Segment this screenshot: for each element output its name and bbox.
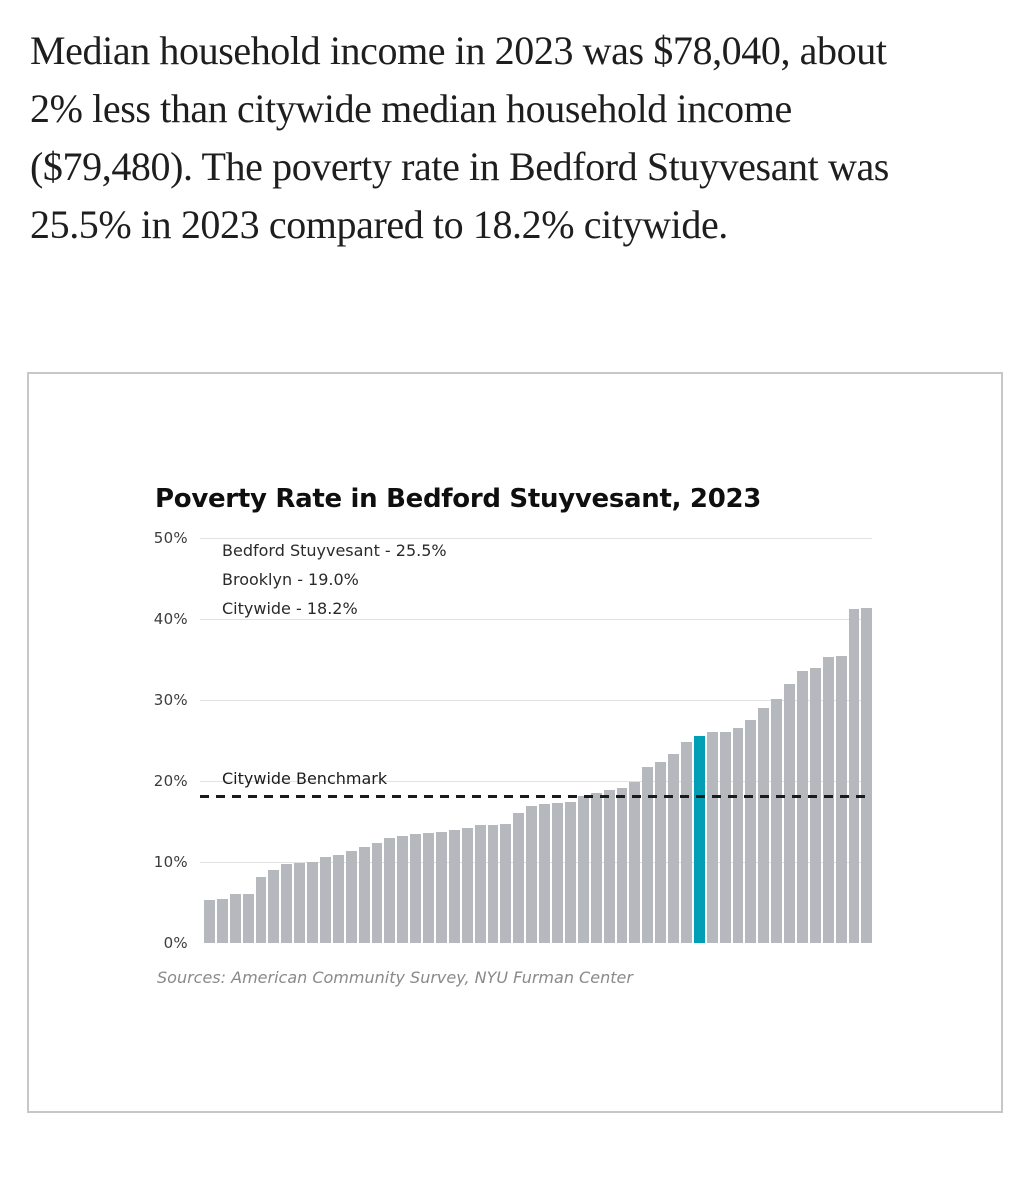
legend-entry-brooklyn: Brooklyn - 19.0%: [222, 570, 359, 589]
bar-neighborhood: [848, 609, 860, 943]
y-axis-label: 0%: [163, 934, 188, 952]
bar-neighborhood: [242, 894, 254, 943]
bar-neighborhood: [204, 900, 215, 943]
bar-neighborhood: [345, 851, 357, 943]
bar-neighborhood: [835, 656, 847, 943]
bar-neighborhood: [487, 825, 499, 943]
gridline-40pct: [200, 619, 872, 620]
bar-neighborhood: [655, 762, 667, 943]
intro-paragraph: Median household income in 2023 was $78,…: [30, 28, 889, 247]
bar-neighborhood: [796, 671, 808, 943]
legend-entry-bedford-stuyvesant: Bedford Stuyvesant - 25.5%: [222, 541, 447, 560]
bar-neighborhood: [410, 834, 422, 943]
bar-neighborhood: [358, 847, 370, 943]
bar-neighborhood: [771, 699, 783, 943]
bar-neighborhood: [255, 877, 267, 943]
y-axis-label: 10%: [153, 853, 188, 871]
gridline-20pct: [200, 781, 872, 782]
bar-neighborhood: [603, 790, 615, 943]
bar-neighborhood: [564, 802, 576, 943]
y-axis-label: 50%: [153, 529, 188, 547]
bar-neighborhood: [706, 732, 718, 943]
bar-neighborhood: [590, 793, 602, 943]
bar-neighborhood: [436, 832, 447, 943]
benchmark-label: Citywide Benchmark: [222, 769, 388, 788]
bar-neighborhood: [552, 803, 563, 943]
bar-neighborhood: [577, 796, 589, 943]
legend-entry-citywide: Citywide - 18.2%: [222, 599, 358, 618]
bar-neighborhood: [809, 668, 821, 943]
bar-neighborhood: [268, 870, 280, 943]
bar-neighborhood: [461, 828, 473, 943]
bar-neighborhood: [397, 836, 409, 943]
bar-neighborhood: [448, 830, 460, 943]
bar-neighborhood: [745, 720, 757, 943]
bar-neighborhood: [719, 732, 731, 943]
chart-plot-area: Citywide Benchmark Bedford Stuyvesant - …: [200, 538, 873, 943]
bar-neighborhood: [861, 608, 873, 943]
bar-neighborhood: [371, 843, 383, 943]
bar-neighborhood: [526, 806, 538, 943]
bar-neighborhood: [320, 857, 331, 943]
gridline-30pct: [200, 700, 872, 701]
bar-neighborhood: [758, 708, 770, 943]
bar-neighborhood: [784, 684, 795, 943]
bar-neighborhood: [307, 862, 319, 943]
chart-title: Poverty Rate in Bedford Stuyvesant, 2023: [155, 484, 762, 514]
y-axis-label: 20%: [153, 772, 188, 790]
bar-neighborhood: [513, 813, 525, 943]
bar-neighborhood: [281, 864, 293, 943]
gridline-50pct: [200, 538, 872, 539]
bar-neighborhood: [216, 899, 228, 943]
bar-neighborhood: [616, 788, 628, 943]
bar-neighborhood: [500, 824, 512, 943]
bar-neighborhood: [642, 767, 654, 943]
sources-note: Sources: American Community Survey, NYU …: [157, 968, 633, 987]
bar-neighborhood: [474, 825, 486, 943]
bar-neighborhood: [668, 754, 679, 943]
bar-neighborhood: [294, 863, 306, 943]
bar-neighborhood: [539, 804, 551, 943]
bar-neighborhood: [229, 894, 241, 943]
bar-neighborhood: [822, 657, 834, 943]
y-axis-label: 40%: [153, 610, 188, 628]
bar-neighborhood: [732, 728, 744, 943]
y-axis-label: 30%: [153, 691, 188, 709]
bar-neighborhood: [680, 742, 692, 943]
bar-neighborhood: [629, 782, 641, 943]
bar-neighborhood: [423, 833, 435, 943]
bar-neighborhood: [384, 838, 396, 943]
chart-legend: Bedford Stuyvesant - 25.5% Brooklyn - 19…: [222, 542, 447, 629]
bar-neighborhood: [332, 855, 344, 943]
bar-bedford-stuyvesant-highlight: [693, 736, 705, 943]
bars-container: [204, 538, 873, 943]
citywide-benchmark-line: [200, 795, 872, 798]
chart-card: Poverty Rate in Bedford Stuyvesant, 2023…: [27, 372, 1003, 1113]
